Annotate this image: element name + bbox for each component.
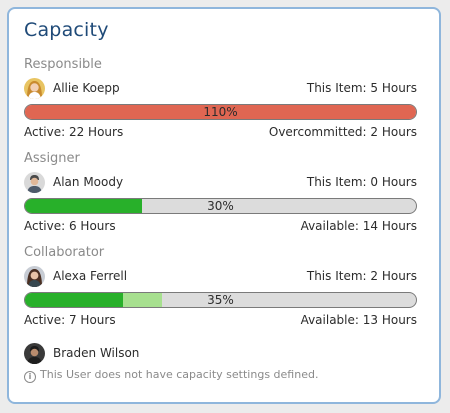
assigner-section: Assigner Alan Moody This Item: 0 Hours 3… xyxy=(24,151,417,235)
user-row-responsible: Allie Koepp This Item: 5 Hours xyxy=(24,78,417,100)
info-icon: i xyxy=(24,371,36,383)
user-row-collaborator: Alexa Ferrell This Item: 2 Hours xyxy=(24,266,417,288)
active-hours: Active: 6 Hours xyxy=(24,219,116,233)
user-name: Allie Koepp xyxy=(53,81,120,95)
capacity-status: Available: 14 Hours xyxy=(300,219,417,233)
capacity-meta: Active: 6 Hours Available: 14 Hours xyxy=(24,219,417,235)
capacity-note-text: This User does not have capacity setting… xyxy=(40,368,319,381)
section-label-assigner: Assigner xyxy=(24,151,80,166)
capacity-card: Capacity Responsible Allie Koepp This It… xyxy=(7,7,441,404)
section-label-collaborator: Collaborator xyxy=(24,245,105,260)
responsible-section: Responsible Allie Koepp This Item: 5 Hou… xyxy=(24,57,417,141)
capacity-percent: 30% xyxy=(207,199,234,213)
capacity-bar-fill xyxy=(25,293,123,307)
active-hours: Active: 7 Hours xyxy=(24,313,116,327)
unconfigured-user-section: Braden Wilson xyxy=(24,343,417,365)
user-row-unconfigured: Braden Wilson xyxy=(24,343,417,365)
capacity-bar-fill xyxy=(25,105,416,119)
avatar[interactable] xyxy=(24,266,45,287)
capacity-meta: Active: 7 Hours Available: 13 Hours xyxy=(24,313,417,329)
active-hours: Active: 22 Hours xyxy=(24,125,124,139)
section-label-responsible: Responsible xyxy=(24,57,102,72)
user-row-assigner: Alan Moody This Item: 0 Hours xyxy=(24,172,417,194)
capacity-bar: 35% xyxy=(24,292,417,308)
capacity-status: Overcommitted: 2 Hours xyxy=(268,125,417,139)
avatar[interactable] xyxy=(24,78,45,99)
capacity-bar-fill xyxy=(25,199,143,213)
capacity-percent: 110% xyxy=(203,105,238,119)
this-item-hours: This Item: 0 Hours xyxy=(306,175,417,189)
capacity-status: Available: 13 Hours xyxy=(300,313,417,327)
user-name: Alan Moody xyxy=(53,175,124,189)
avatar[interactable] xyxy=(24,343,45,364)
this-item-hours: This Item: 2 Hours xyxy=(306,269,417,283)
card-title: Capacity xyxy=(24,19,109,41)
capacity-bar-this-item-fill xyxy=(122,293,162,307)
avatar[interactable] xyxy=(24,172,45,193)
user-name: Braden Wilson xyxy=(53,346,140,360)
capacity-bar: 110% xyxy=(24,104,417,120)
user-name: Alexa Ferrell xyxy=(53,269,128,283)
capacity-bar: 30% xyxy=(24,198,417,214)
capacity-meta: Active: 22 Hours Overcommitted: 2 Hours xyxy=(24,125,417,141)
capacity-percent: 35% xyxy=(207,293,234,307)
collaborator-section: Collaborator Alexa Ferrell This Item: 2 … xyxy=(24,245,417,329)
this-item-hours: This Item: 5 Hours xyxy=(306,81,417,95)
capacity-note: i This User does not have capacity settin… xyxy=(24,368,318,383)
